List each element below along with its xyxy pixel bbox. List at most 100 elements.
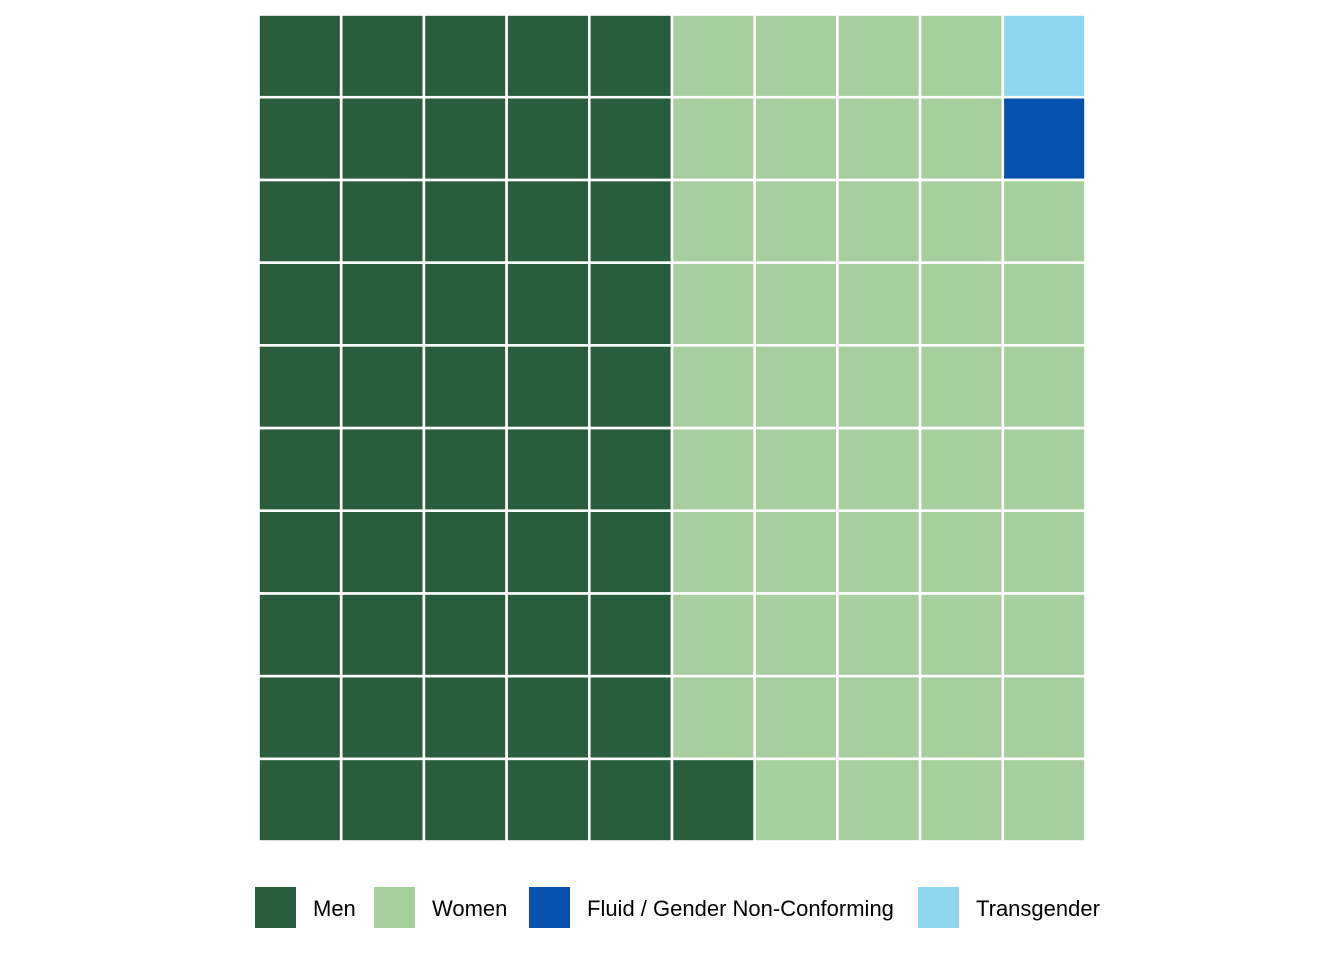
waffle-cell-men xyxy=(422,426,508,512)
waffle-cell-men xyxy=(505,757,591,843)
waffle-cell-women xyxy=(1001,757,1087,843)
waffle-cell-men xyxy=(505,674,591,761)
waffle-cell-women xyxy=(670,426,756,512)
waffle-cell-men xyxy=(587,13,674,99)
waffle-cell-women xyxy=(918,343,1005,430)
waffle-cell-men xyxy=(257,592,343,678)
waffle-cell-men xyxy=(339,343,426,430)
legend-item-transgender: Transgender xyxy=(918,887,1100,928)
waffle-cell-women xyxy=(753,343,839,430)
waffle-cell-women xyxy=(670,13,756,99)
waffle-cell-men xyxy=(505,261,591,347)
waffle-cell-women xyxy=(918,509,1005,595)
waffle-cell-men xyxy=(257,13,343,99)
waffle-cell-men xyxy=(505,95,591,182)
waffle-cell-women xyxy=(753,426,839,512)
waffle-cell-women xyxy=(918,426,1005,512)
waffle-cell-men xyxy=(587,592,674,678)
waffle-cell-men xyxy=(505,13,591,99)
waffle-cell-women xyxy=(753,592,839,678)
waffle-cell-men xyxy=(422,13,508,99)
waffle-cell-women xyxy=(753,757,839,843)
waffle-cell-women xyxy=(753,509,839,595)
waffle-cell-men xyxy=(422,178,508,264)
waffle-cell-men xyxy=(339,261,426,347)
waffle-cell-men xyxy=(339,426,426,512)
legend-label-men: Men xyxy=(313,896,356,921)
waffle-cell-men xyxy=(587,757,674,843)
waffle-cell-women xyxy=(670,343,756,430)
waffle-cell-women xyxy=(670,95,756,182)
waffle-cell-women xyxy=(836,674,922,761)
waffle-cell-women xyxy=(918,13,1005,99)
legend-item-men: Men xyxy=(255,887,356,928)
waffle-cell-men xyxy=(422,343,508,430)
waffle-cell-men xyxy=(505,426,591,512)
legend-key-fluid-gender-non-conforming xyxy=(529,887,570,928)
waffle-cell-men xyxy=(339,592,426,678)
waffle-cell-men xyxy=(505,343,591,430)
waffle-cell-men xyxy=(257,178,343,264)
waffle-cell-women xyxy=(836,509,922,595)
waffle-cell-women xyxy=(670,592,756,678)
legend-item-fluid-gender-non-conforming: Fluid / Gender Non-Conforming xyxy=(529,887,894,928)
legend-label-women: Women xyxy=(432,896,507,921)
waffle-cell-transgender xyxy=(1001,13,1087,99)
waffle-cell-men xyxy=(587,674,674,761)
waffle-cell-women xyxy=(670,509,756,595)
waffle-cell-women xyxy=(753,178,839,264)
waffle-cell-men xyxy=(505,509,591,595)
waffle-cell-men xyxy=(257,757,343,843)
waffle-cell-women xyxy=(1001,592,1087,678)
waffle-cell-women xyxy=(918,674,1005,761)
waffle-cell-women xyxy=(918,592,1005,678)
waffle-cell-men xyxy=(670,757,756,843)
legend-key-men xyxy=(255,887,296,928)
waffle-cell-men xyxy=(422,95,508,182)
legend-key-transgender xyxy=(918,887,959,928)
waffle-cell-women xyxy=(753,261,839,347)
waffle-cell-men xyxy=(422,509,508,595)
waffle-cell-men xyxy=(587,426,674,512)
waffle-cell-men xyxy=(339,509,426,595)
waffle-cell-men xyxy=(339,674,426,761)
waffle-cell-men xyxy=(422,674,508,761)
legend-label-transgender: Transgender xyxy=(976,896,1100,921)
waffle-cell-women xyxy=(836,592,922,678)
waffle-cell-women xyxy=(1001,343,1087,430)
waffle-cell-men xyxy=(587,95,674,182)
waffle-cells xyxy=(257,13,1087,843)
waffle-cell-men xyxy=(339,178,426,264)
waffle-cell-women xyxy=(1001,261,1087,347)
waffle-cell-men xyxy=(339,95,426,182)
waffle-cell-women xyxy=(918,757,1005,843)
waffle-cell-women xyxy=(753,674,839,761)
legend-item-women: Women xyxy=(374,887,507,928)
waffle-cell-women xyxy=(836,178,922,264)
waffle-cell-women xyxy=(918,261,1005,347)
waffle-cell-women xyxy=(836,13,922,99)
waffle-cell-men xyxy=(257,261,343,347)
waffle-cell-women xyxy=(753,95,839,182)
waffle-cell-women xyxy=(1001,426,1087,512)
waffle-cell-men xyxy=(339,13,426,99)
waffle-cell-women xyxy=(1001,509,1087,595)
waffle-cell-women xyxy=(670,178,756,264)
waffle-cell-men xyxy=(339,757,426,843)
waffle-cell-women xyxy=(836,426,922,512)
waffle-cell-women xyxy=(918,95,1005,182)
legend-label-fluid-gender-non-conforming: Fluid / Gender Non-Conforming xyxy=(587,896,894,921)
waffle-cell-men xyxy=(505,592,591,678)
waffle-cell-fluid-gender-non-conforming xyxy=(1001,95,1087,182)
waffle-cell-women xyxy=(753,13,839,99)
legend-key-women xyxy=(374,887,415,928)
waffle-cell-men xyxy=(257,426,343,512)
waffle-cell-men xyxy=(587,509,674,595)
waffle-cell-men xyxy=(587,178,674,264)
waffle-cell-men xyxy=(505,178,591,264)
waffle-cell-women xyxy=(670,674,756,761)
waffle-cell-women xyxy=(836,757,922,843)
waffle-cell-women xyxy=(836,261,922,347)
waffle-cell-women xyxy=(1001,674,1087,761)
